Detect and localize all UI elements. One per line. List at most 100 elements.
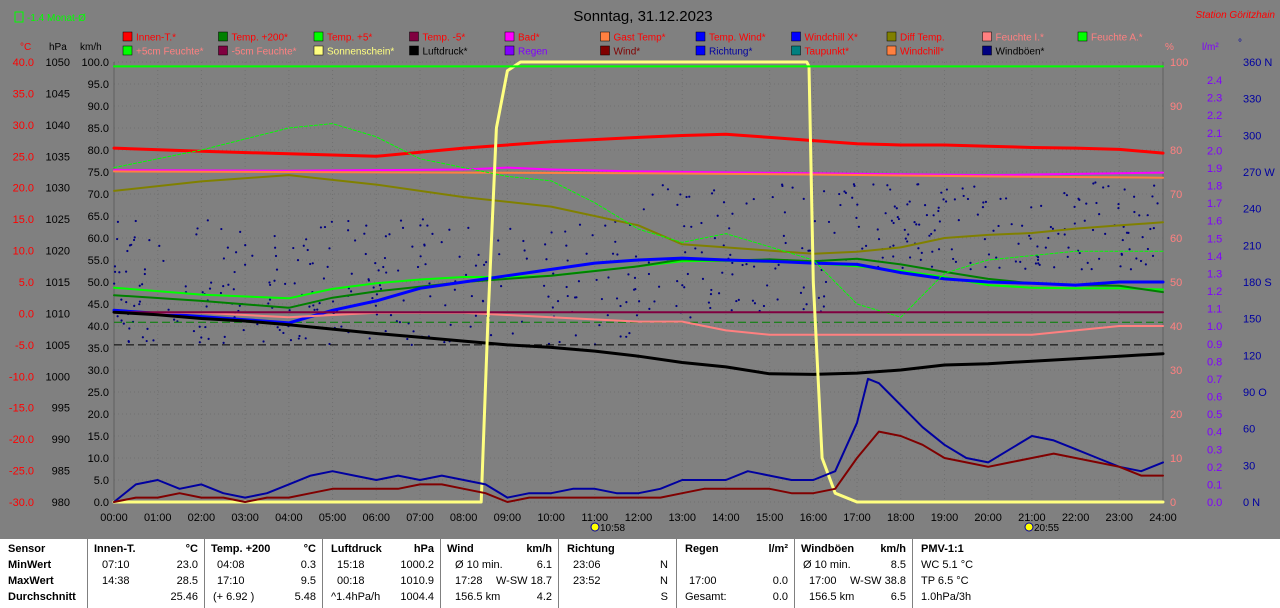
richtung-dot — [474, 264, 478, 267]
richtung-dot — [976, 213, 979, 216]
richtung-dot — [982, 201, 985, 204]
richtung-dot — [116, 237, 119, 241]
richtung-dot — [116, 220, 120, 223]
richtung-dot — [268, 281, 271, 284]
deg-tick-label: 270 W — [1243, 167, 1275, 179]
time-tick-label: 13:00 — [668, 512, 696, 524]
richtung-dot — [1125, 231, 1129, 234]
richtung-dot — [694, 247, 697, 250]
kmh-tick-label: 0.0 — [94, 497, 109, 509]
richtung-dot — [331, 300, 335, 303]
richtung-dot — [125, 300, 128, 304]
rain-tick-label: 1.9 — [1207, 163, 1222, 175]
richtung-dot — [238, 304, 241, 307]
richtung-dot — [598, 324, 601, 327]
richtung-dot — [1138, 214, 1141, 217]
richtung-dot — [962, 194, 965, 198]
rain-tick-label: 0.1 — [1207, 479, 1222, 491]
pmv-taupunkt: TP 6.5 °C — [921, 575, 969, 587]
temp200-max-time: 17:10 — [217, 575, 245, 587]
rain-tick-label: 0.7 — [1207, 374, 1222, 386]
richtung-dot — [1080, 268, 1083, 271]
richtung-dot — [616, 253, 619, 256]
richtung-dot — [802, 286, 805, 289]
temp200-min-time: 04:08 — [217, 559, 245, 571]
legend-swatch-icon — [313, 45, 324, 56]
time-tick-label: 16:00 — [800, 512, 828, 524]
richtung-dot — [908, 200, 911, 203]
richtung-dot — [920, 251, 923, 254]
temp200-title: Temp. +200 — [211, 543, 271, 555]
innen-unit: °C — [185, 543, 198, 555]
richtung-dot — [113, 282, 116, 285]
sunrise-icon — [590, 522, 600, 532]
richtung-dot — [781, 184, 784, 188]
richtung-dot — [992, 229, 995, 232]
richtung-dot — [890, 219, 893, 222]
legend-label: Wind* — [614, 47, 641, 58]
richtung-dot — [933, 229, 936, 232]
regen-title: Regen — [685, 543, 719, 555]
richtung-dot — [198, 341, 201, 344]
richtung-dot — [1085, 202, 1088, 205]
richtung-dot — [995, 256, 998, 259]
richtung-dot — [918, 223, 921, 226]
richtung-dot — [893, 205, 896, 208]
richtung-dot — [886, 184, 889, 187]
richtung-dot — [485, 261, 488, 264]
richtung-dot — [542, 284, 546, 287]
richtung-dot — [889, 188, 892, 191]
richtung-dot — [661, 184, 664, 187]
richtung-dot — [642, 208, 645, 211]
richtung-dot — [132, 238, 136, 242]
richtung-dot — [937, 209, 940, 213]
legend-label: Innen-T.* — [136, 33, 176, 44]
wind-distance: 156.5 km — [455, 591, 501, 603]
richtung-dot — [382, 265, 385, 269]
kmh-tick-label: 70.0 — [88, 189, 109, 201]
sunset-marker: 20:55 — [1024, 522, 1059, 534]
regen-column: Regen l/m² 17:00 0.0 Gesamt: 0.0 — [677, 539, 795, 608]
richtung-dot — [919, 258, 922, 261]
richtung-dot — [133, 236, 136, 239]
kmh-tick-label: 50.0 — [88, 277, 109, 289]
richtung-dot — [574, 334, 577, 337]
time-tick-label: 12:00 — [625, 512, 653, 524]
kmh-tick-label: 25.0 — [88, 387, 109, 399]
richtung-dot — [1057, 232, 1060, 235]
wind-unit: km/h — [526, 543, 552, 555]
richtung-dot — [721, 271, 724, 274]
richtung-dot — [688, 195, 691, 198]
hpa-tick-label: 1035 — [46, 151, 70, 163]
time-tick-label: 00:00 — [100, 512, 128, 524]
richtung-dot — [138, 303, 141, 306]
date-title: Sonntag, 31.12.2023 — [573, 8, 712, 25]
series-line — [113, 166, 1164, 177]
richtung-dot — [458, 255, 461, 258]
richtung-dot — [805, 303, 808, 306]
richtung-dot — [306, 248, 309, 252]
richtung-dot — [604, 224, 607, 227]
richtung-dot — [802, 308, 805, 311]
richtung-dot — [987, 253, 991, 256]
richtung-dot — [262, 340, 265, 343]
richtung-dot — [196, 227, 199, 230]
richtung-dot — [244, 244, 247, 247]
richtung-dot — [378, 284, 382, 287]
richtung-dot — [1066, 255, 1069, 258]
richtung-dot — [931, 250, 934, 253]
innen-min-value: 23.0 — [176, 559, 198, 571]
time-tick-label: 03:00 — [231, 512, 259, 524]
richtung-dot — [227, 283, 230, 286]
richtung-dot — [984, 265, 987, 269]
richtung-dot — [368, 337, 371, 340]
richtung-dot — [901, 266, 904, 269]
richtung-dot — [384, 329, 387, 333]
innen-title: Innen-T. — [94, 543, 136, 555]
time-tick-label: 14:00 — [712, 512, 740, 524]
rain-tick-label: 2.4 — [1207, 75, 1222, 87]
richtung-dot — [482, 263, 486, 266]
luftdruck-avg-value: 1004.4 — [400, 591, 434, 603]
richtung-column: Richtung 23:06 N 23:52 N S — [559, 539, 677, 608]
richtung-dot — [296, 259, 300, 262]
